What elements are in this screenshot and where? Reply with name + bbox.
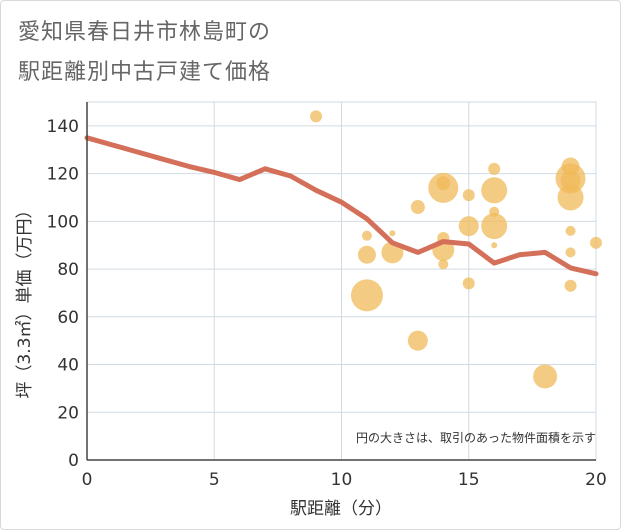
grid-lines <box>86 101 597 461</box>
scatter-bubble <box>565 225 576 236</box>
scatter-bubbles <box>310 110 602 389</box>
scatter-bubble <box>533 364 558 389</box>
chart-title-line-2: 駅距離別中古戸建て価格 <box>18 60 272 85</box>
average-price-line-group <box>84 135 599 277</box>
bubble-size-note: 円の大きさは、取引のあった物件面積を示す <box>356 430 596 445</box>
y-tick-label: 40 <box>57 356 79 376</box>
y-tick-label: 120 <box>47 165 79 185</box>
scatter-bubble <box>489 206 500 217</box>
scatter-bubble <box>410 200 425 215</box>
scatter-bubble <box>561 157 580 176</box>
scatter-bubble <box>438 259 449 270</box>
y-tick-label: 140 <box>47 117 79 137</box>
y-tick-label: 100 <box>47 212 79 232</box>
axes <box>86 102 596 461</box>
scatter-bubble <box>565 247 576 258</box>
x-tick-label: 15 <box>458 470 480 490</box>
scatter-bubble <box>488 162 501 175</box>
scatter-bubble <box>361 230 372 241</box>
y-tick-labels: 0 20 40 60 80 100 120 140 <box>47 117 79 471</box>
scatter-bubble <box>350 279 383 312</box>
y-tick-label: 60 <box>57 308 79 328</box>
scatter-bubble <box>389 230 396 237</box>
scatter-bubble <box>557 184 584 211</box>
scatter-bubble <box>564 279 577 292</box>
y-tick-label: 0 <box>68 451 79 471</box>
scatter-bubble <box>481 177 508 204</box>
scatter-bubble <box>481 213 508 240</box>
scatter-bubble <box>407 330 428 351</box>
x-tick-labels: 0 5 10 15 20 <box>82 470 607 490</box>
average-price-line <box>84 135 599 277</box>
x-tick-label: 10 <box>331 470 353 490</box>
scatter-bubble <box>560 170 581 191</box>
y-tick-label: 80 <box>57 260 79 280</box>
x-axis-title: 駅距離（分） <box>290 499 392 519</box>
scatter-bubble <box>458 216 479 237</box>
y-tick-label: 20 <box>57 403 79 423</box>
scatter-bubble <box>462 277 475 290</box>
x-tick-label: 0 <box>82 470 93 490</box>
scatter-bubble <box>590 236 602 249</box>
scatter-bubble <box>462 189 475 202</box>
scatter-bubble <box>491 242 498 249</box>
scatter-bubble <box>357 245 376 264</box>
chart-title-line-1: 愛知県春日井市林島町の <box>18 20 272 45</box>
y-axis-title: 坪（3.3㎡）単価（万円） <box>15 201 35 398</box>
scatter-bubble <box>436 176 451 191</box>
x-tick-label: 20 <box>585 470 607 490</box>
x-tick-label: 5 <box>209 470 220 490</box>
scatter-bubble <box>310 110 323 123</box>
